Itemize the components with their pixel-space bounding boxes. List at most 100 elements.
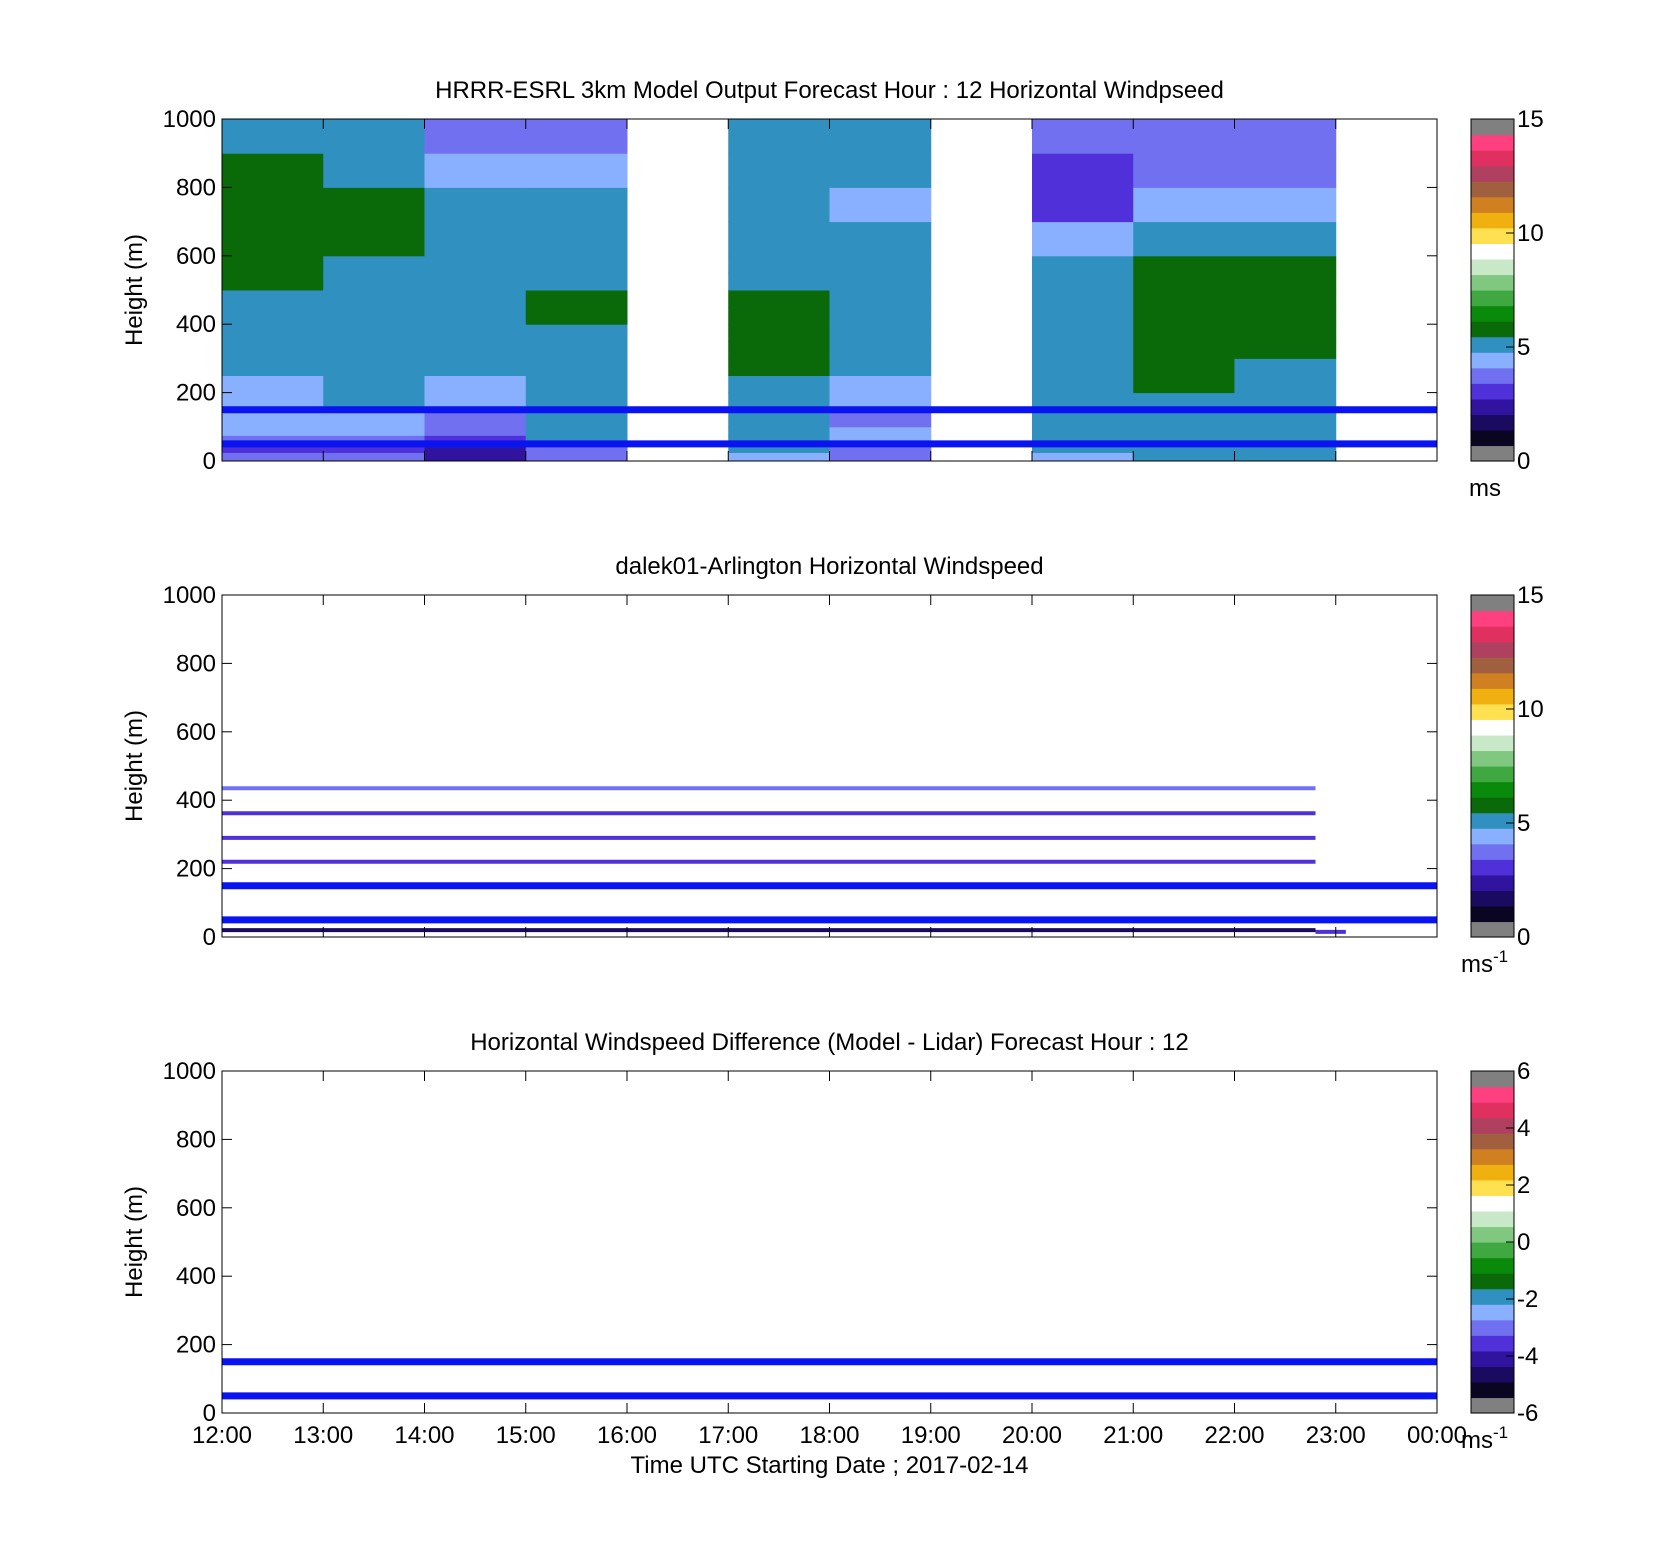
heatmap-cell: [1133, 119, 1235, 154]
heatmap-cell: [1032, 375, 1134, 394]
colorbar-unit-label: ms-1: [1461, 1423, 1508, 1454]
x-tick-label: 18:00: [799, 1422, 859, 1449]
y-tick-label: 800: [176, 650, 216, 677]
heatmap-cell: [1234, 187, 1337, 223]
colorbar-segment: [1471, 610, 1514, 627]
colorbar-segment: [1471, 1164, 1514, 1181]
heatmap-cell: [829, 119, 932, 154]
heatmap-cell: [424, 409, 527, 428]
heatmap-cell: [424, 392, 527, 411]
y-tick-label: 800: [176, 1126, 216, 1153]
heatmap-cell: [1133, 153, 1235, 188]
colorbar-segment: [1471, 890, 1514, 907]
heatmap-cell: [829, 392, 932, 411]
heatmap-cell: [222, 324, 324, 342]
heatmap-cell: [525, 187, 628, 223]
heatmap-cell: [728, 409, 830, 428]
colorbar-segment: [1471, 119, 1514, 136]
heatmap-cell: [525, 375, 628, 394]
heatmap-cell: [424, 341, 527, 359]
heatmap-cell: [323, 153, 425, 188]
heatmap-cell: [1133, 324, 1235, 342]
panel-3: 12:00 13:00 14:00 15:00 16:00 17:00 18:00 19:00…: [121, 1029, 1538, 1479]
y-tick-label: 1000: [163, 582, 216, 609]
heatmap-cell: [424, 272, 527, 291]
colorbar-segment: [1471, 150, 1514, 167]
heatmap-cell: [222, 409, 324, 428]
heatmap-cell: [1133, 290, 1235, 308]
heatmap-cell: [222, 153, 324, 188]
colorbar-segment: [1471, 196, 1514, 213]
heatmap-cell: [424, 358, 527, 376]
heatmap-cell: [1234, 452, 1337, 462]
colorbar-tick-label: -2: [1517, 1286, 1538, 1313]
colorbar-segment: [1471, 1257, 1514, 1274]
y-axis-label: Height (m): [121, 234, 148, 346]
chart-title: Horizontal Windspeed Difference (Model -…: [470, 1029, 1189, 1056]
y-tick-label: 200: [176, 1332, 216, 1359]
heatmap-cell: [1133, 452, 1235, 462]
heatmap-cell: [424, 221, 527, 257]
heatmap-cell: [222, 392, 324, 411]
heatmap-cell: [525, 341, 628, 359]
heatmap-cell: [424, 375, 527, 394]
colorbar-segment: [1471, 1304, 1514, 1321]
colorbar-segment: [1471, 274, 1514, 291]
heatmap-cell: [1234, 119, 1337, 154]
x-tick-label: 17:00: [698, 1422, 758, 1449]
heatmap-cell: [323, 409, 425, 428]
heatmap-cell: [424, 290, 527, 308]
heatmap-cell: [525, 443, 628, 453]
panel-2: 0 200 400 600 800 1000 dalek01-Arlington Horiz…: [121, 553, 1544, 978]
heatmap-cell: [323, 255, 425, 274]
colorbar-segment: [1471, 165, 1514, 182]
heatmap-cell: [525, 272, 628, 291]
plot-area: [222, 595, 1437, 937]
heatmap-cell: [829, 307, 932, 325]
heatmap-cell: [1032, 324, 1134, 342]
heatmap-cell: [222, 272, 324, 291]
heatmap-cell: [1234, 153, 1337, 188]
heatmap-cell: [1032, 153, 1134, 223]
plot-area: [222, 1071, 1437, 1413]
colorbar-segment: [1471, 797, 1514, 814]
y-tick-label: 400: [176, 311, 216, 338]
x-tick-label: 23:00: [1306, 1422, 1366, 1449]
y-tick-label: 1000: [163, 1058, 216, 1085]
heatmap-cell: [1133, 255, 1235, 274]
heatmap-cell: [1133, 443, 1235, 453]
heatmap-cell: [1133, 341, 1235, 359]
colorbar-tick-label: 4: [1517, 1115, 1530, 1142]
heatmap-cell: [323, 272, 425, 291]
x-tick-label: 22:00: [1204, 1422, 1264, 1449]
colorbar-unit-label: ms: [1469, 475, 1501, 502]
y-tick-label: 400: [176, 787, 216, 814]
heatmap-cell: [728, 452, 830, 462]
heatmap-cell: [728, 255, 830, 274]
colorbar-segment: [1471, 828, 1514, 845]
heatmap-cell: [1234, 272, 1337, 291]
heatmap-cell: [1234, 358, 1337, 376]
colorbar-segment: [1471, 134, 1514, 151]
heatmap-cell: [829, 255, 932, 274]
y-tick-label: 0: [203, 448, 216, 475]
heatmap-cell: [525, 307, 628, 325]
heatmap-cell: [1234, 221, 1337, 257]
heatmap-cell: [829, 324, 932, 342]
y-axis-label: Height (m): [121, 710, 148, 822]
colorbar-segment: [1471, 1210, 1514, 1228]
colorbar-segment: [1471, 1179, 1514, 1196]
heatmap-cell: [728, 290, 830, 308]
colorbar-segment: [1471, 766, 1514, 783]
colorbar-segment: [1471, 1133, 1514, 1150]
y-tick-label: 200: [176, 380, 216, 407]
colorbar-tick-label: -4: [1517, 1343, 1538, 1370]
y-tick-label: 800: [176, 174, 216, 201]
colorbar-segment: [1471, 1350, 1514, 1367]
heatmap-cell: [829, 443, 932, 453]
heatmap-cell: [728, 221, 830, 257]
colorbar-segment: [1471, 414, 1514, 431]
colorbar-frame: [1470, 118, 1515, 462]
colorbar-segment: [1471, 672, 1514, 689]
colorbar-segment: [1471, 1288, 1514, 1305]
